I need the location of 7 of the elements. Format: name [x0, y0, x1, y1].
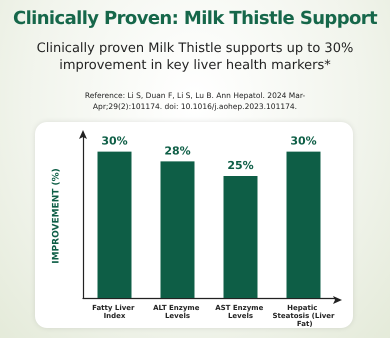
y-axis-title: IMPROVEMENT (%) [52, 168, 62, 264]
data-label: 30% [290, 134, 317, 148]
chart-subtitle: Clinically proven Milk Thistle supports up to 30% improvement in key liver health markers* [36, 40, 354, 74]
data-label: 25% [227, 158, 254, 172]
chart-title: Clinically Proven: Milk Thistle Support [12, 8, 378, 29]
data-label: 28% [164, 144, 191, 158]
data-label: 30% [101, 134, 128, 148]
